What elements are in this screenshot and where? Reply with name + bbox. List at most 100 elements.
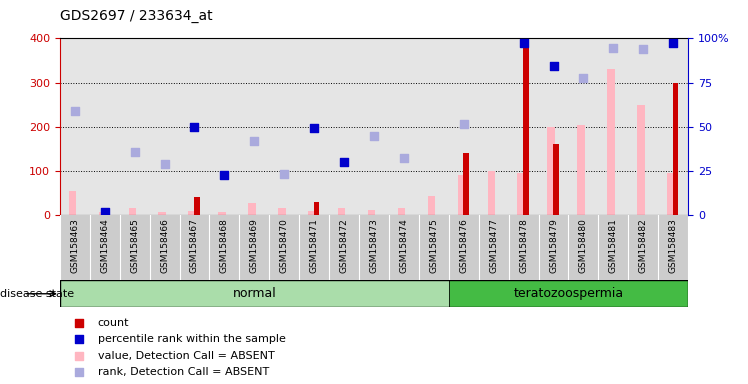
- Point: [129, 149, 141, 155]
- Point: [577, 75, 589, 81]
- Bar: [299, 38, 329, 215]
- Text: GDS2697 / 233634_at: GDS2697 / 233634_at: [60, 9, 212, 23]
- Text: GSM158469: GSM158469: [250, 218, 259, 273]
- Bar: [60, 38, 90, 215]
- Point: [99, 209, 111, 215]
- Bar: [419, 38, 449, 215]
- Bar: [607, 70, 615, 215]
- Text: normal: normal: [233, 287, 276, 300]
- Bar: [479, 38, 509, 215]
- Bar: [458, 175, 465, 215]
- Text: GSM158474: GSM158474: [399, 218, 408, 273]
- Bar: [658, 38, 688, 215]
- Text: GSM158482: GSM158482: [639, 218, 648, 273]
- Text: GSM158478: GSM158478: [519, 218, 528, 273]
- Bar: [338, 209, 346, 215]
- Bar: [120, 38, 150, 215]
- Bar: [524, 43, 529, 215]
- Bar: [150, 38, 180, 215]
- Point: [338, 159, 350, 165]
- Point: [667, 40, 679, 46]
- Text: GSM158476: GSM158476: [459, 218, 468, 273]
- Point: [368, 133, 380, 139]
- Bar: [368, 210, 375, 215]
- Text: disease state: disease state: [0, 289, 74, 299]
- Bar: [449, 280, 688, 307]
- Bar: [329, 38, 359, 215]
- Bar: [60, 280, 449, 307]
- Bar: [598, 38, 628, 215]
- Bar: [577, 124, 585, 215]
- Bar: [428, 197, 435, 215]
- Text: GSM158481: GSM158481: [609, 218, 618, 273]
- Bar: [159, 212, 166, 215]
- Bar: [99, 212, 106, 215]
- Point: [398, 154, 410, 161]
- Bar: [180, 38, 209, 215]
- Bar: [568, 38, 598, 215]
- Bar: [269, 38, 299, 215]
- Bar: [314, 202, 319, 215]
- Bar: [129, 209, 136, 215]
- Text: count: count: [97, 318, 129, 328]
- Bar: [628, 38, 658, 215]
- Bar: [449, 38, 479, 215]
- Bar: [464, 153, 469, 215]
- Bar: [248, 203, 256, 215]
- Point: [69, 108, 81, 114]
- Text: GSM158480: GSM158480: [579, 218, 588, 273]
- Bar: [218, 212, 226, 215]
- Bar: [359, 38, 389, 215]
- Bar: [398, 209, 405, 215]
- Point: [637, 46, 649, 53]
- Bar: [209, 38, 239, 215]
- Bar: [69, 191, 76, 215]
- Point: [218, 172, 230, 178]
- Point: [159, 161, 171, 167]
- Bar: [518, 173, 525, 215]
- Text: GSM158473: GSM158473: [370, 218, 378, 273]
- Text: value, Detection Call = ABSENT: value, Detection Call = ABSENT: [97, 351, 275, 361]
- Point: [73, 369, 85, 375]
- Bar: [389, 38, 419, 215]
- Text: GSM158464: GSM158464: [100, 218, 109, 273]
- Bar: [548, 127, 555, 215]
- Text: GSM158465: GSM158465: [130, 218, 139, 273]
- Bar: [308, 210, 316, 215]
- Text: GSM158467: GSM158467: [190, 218, 199, 273]
- Point: [73, 353, 85, 359]
- Text: GSM158477: GSM158477: [489, 218, 498, 273]
- Point: [518, 40, 530, 46]
- Text: GSM158475: GSM158475: [429, 218, 438, 273]
- Bar: [509, 38, 539, 215]
- Text: GSM158472: GSM158472: [340, 218, 349, 273]
- Point: [248, 138, 260, 144]
- Bar: [667, 173, 675, 215]
- Point: [607, 45, 619, 51]
- Bar: [637, 104, 645, 215]
- Point: [458, 121, 470, 127]
- Point: [548, 63, 560, 69]
- Point: [308, 124, 320, 131]
- Text: GSM158483: GSM158483: [669, 218, 678, 273]
- Text: GSM158468: GSM158468: [220, 218, 229, 273]
- Point: [73, 336, 85, 343]
- Point: [278, 171, 290, 177]
- Text: percentile rank within the sample: percentile rank within the sample: [97, 334, 286, 344]
- Bar: [194, 197, 200, 215]
- Text: GSM158471: GSM158471: [310, 218, 319, 273]
- Bar: [278, 209, 286, 215]
- Text: GSM158479: GSM158479: [549, 218, 558, 273]
- Point: [188, 124, 200, 130]
- Bar: [554, 144, 559, 215]
- Bar: [488, 171, 495, 215]
- Text: GSM158470: GSM158470: [280, 218, 289, 273]
- Bar: [90, 38, 120, 215]
- Text: GSM158466: GSM158466: [160, 218, 169, 273]
- Text: teratozoospermia: teratozoospermia: [513, 287, 624, 300]
- Text: rank, Detection Call = ABSENT: rank, Detection Call = ABSENT: [97, 367, 269, 377]
- Bar: [539, 38, 568, 215]
- Text: GSM158463: GSM158463: [70, 218, 79, 273]
- Point: [73, 320, 85, 326]
- Bar: [673, 83, 678, 215]
